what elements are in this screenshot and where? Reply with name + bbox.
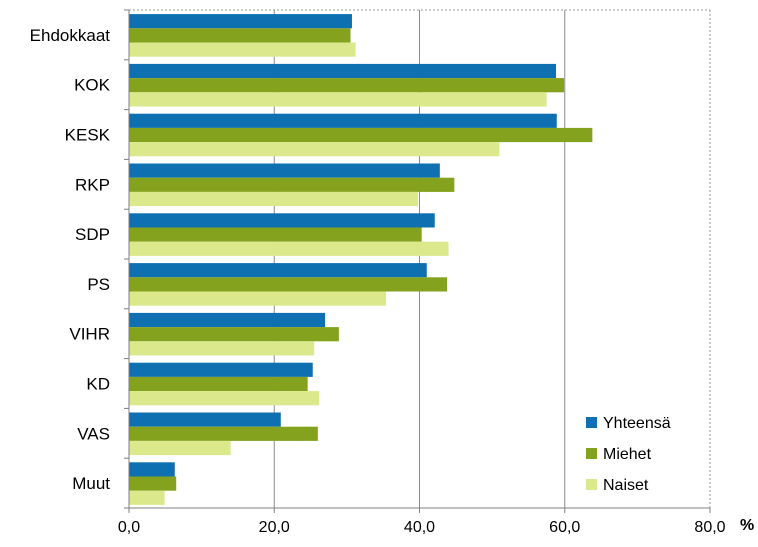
bar-yhteens- <box>129 14 352 29</box>
x-unit-label: % <box>740 517 754 534</box>
axes <box>124 9 711 513</box>
legend-label: Miehet <box>603 446 652 463</box>
category-label: Ehdokkaat <box>30 26 111 45</box>
category-label: VIHR <box>69 325 110 344</box>
category-label: Muut <box>72 474 110 493</box>
x-tick-label: 60,0 <box>549 519 580 536</box>
bar-yhteens- <box>129 163 440 178</box>
bar-naiset <box>129 142 500 157</box>
bar-miehet <box>129 227 422 242</box>
bar-yhteens- <box>129 412 281 427</box>
category-label: RKP <box>75 175 110 194</box>
bar-yhteens- <box>129 113 557 128</box>
bar-yhteens- <box>129 213 435 228</box>
legend-swatch <box>586 479 597 490</box>
bar-naiset <box>129 191 419 207</box>
bar-naiset <box>129 42 356 57</box>
legend-swatch <box>586 448 597 459</box>
category-label: KD <box>86 375 110 394</box>
x-tick-label: 20,0 <box>259 519 290 536</box>
bars <box>129 14 593 505</box>
bar-miehet <box>129 177 455 192</box>
bar-naiset <box>129 490 165 505</box>
bar-miehet <box>129 327 339 342</box>
category-label: PS <box>87 275 110 294</box>
bar-naiset <box>129 241 449 256</box>
bar-miehet <box>129 376 308 392</box>
category-labels: Ehdokkaat KOK KESK RKP SDP PS VIHR KD VAS Muut <box>30 26 111 493</box>
bar-miehet <box>129 127 593 143</box>
bar-miehet <box>129 28 351 43</box>
x-tick-label: 0,0 <box>118 519 140 536</box>
bar-miehet <box>129 476 177 491</box>
bar-miehet <box>129 426 318 441</box>
category-label: VAS <box>77 424 110 443</box>
x-tick-labels: 0,0 20,0 40,0 60,0 80,0 <box>118 519 726 536</box>
legend: Yhteensä Miehet Naiset <box>586 415 671 494</box>
bar-yhteens- <box>129 362 313 377</box>
bar-naiset <box>129 440 231 456</box>
bar-naiset <box>129 92 547 107</box>
bar-yhteens- <box>129 312 326 328</box>
legend-label: Yhteensä <box>603 415 671 432</box>
category-label: KESK <box>65 126 111 145</box>
bar-naiset <box>129 291 387 306</box>
legend-label: Naiset <box>603 477 649 494</box>
legend-swatch <box>586 417 597 428</box>
bar-naiset <box>129 391 320 406</box>
bar-yhteens- <box>129 462 175 477</box>
bar-yhteens- <box>129 263 427 278</box>
bar-miehet <box>129 277 448 292</box>
category-label: KOK <box>74 76 111 95</box>
bar-naiset <box>129 341 315 356</box>
x-tick-label: 40,0 <box>404 519 435 536</box>
category-label: SDP <box>75 225 110 244</box>
bar-miehet <box>129 78 565 93</box>
x-tick-label: 80,0 <box>694 519 725 536</box>
bar-yhteens- <box>129 63 557 79</box>
